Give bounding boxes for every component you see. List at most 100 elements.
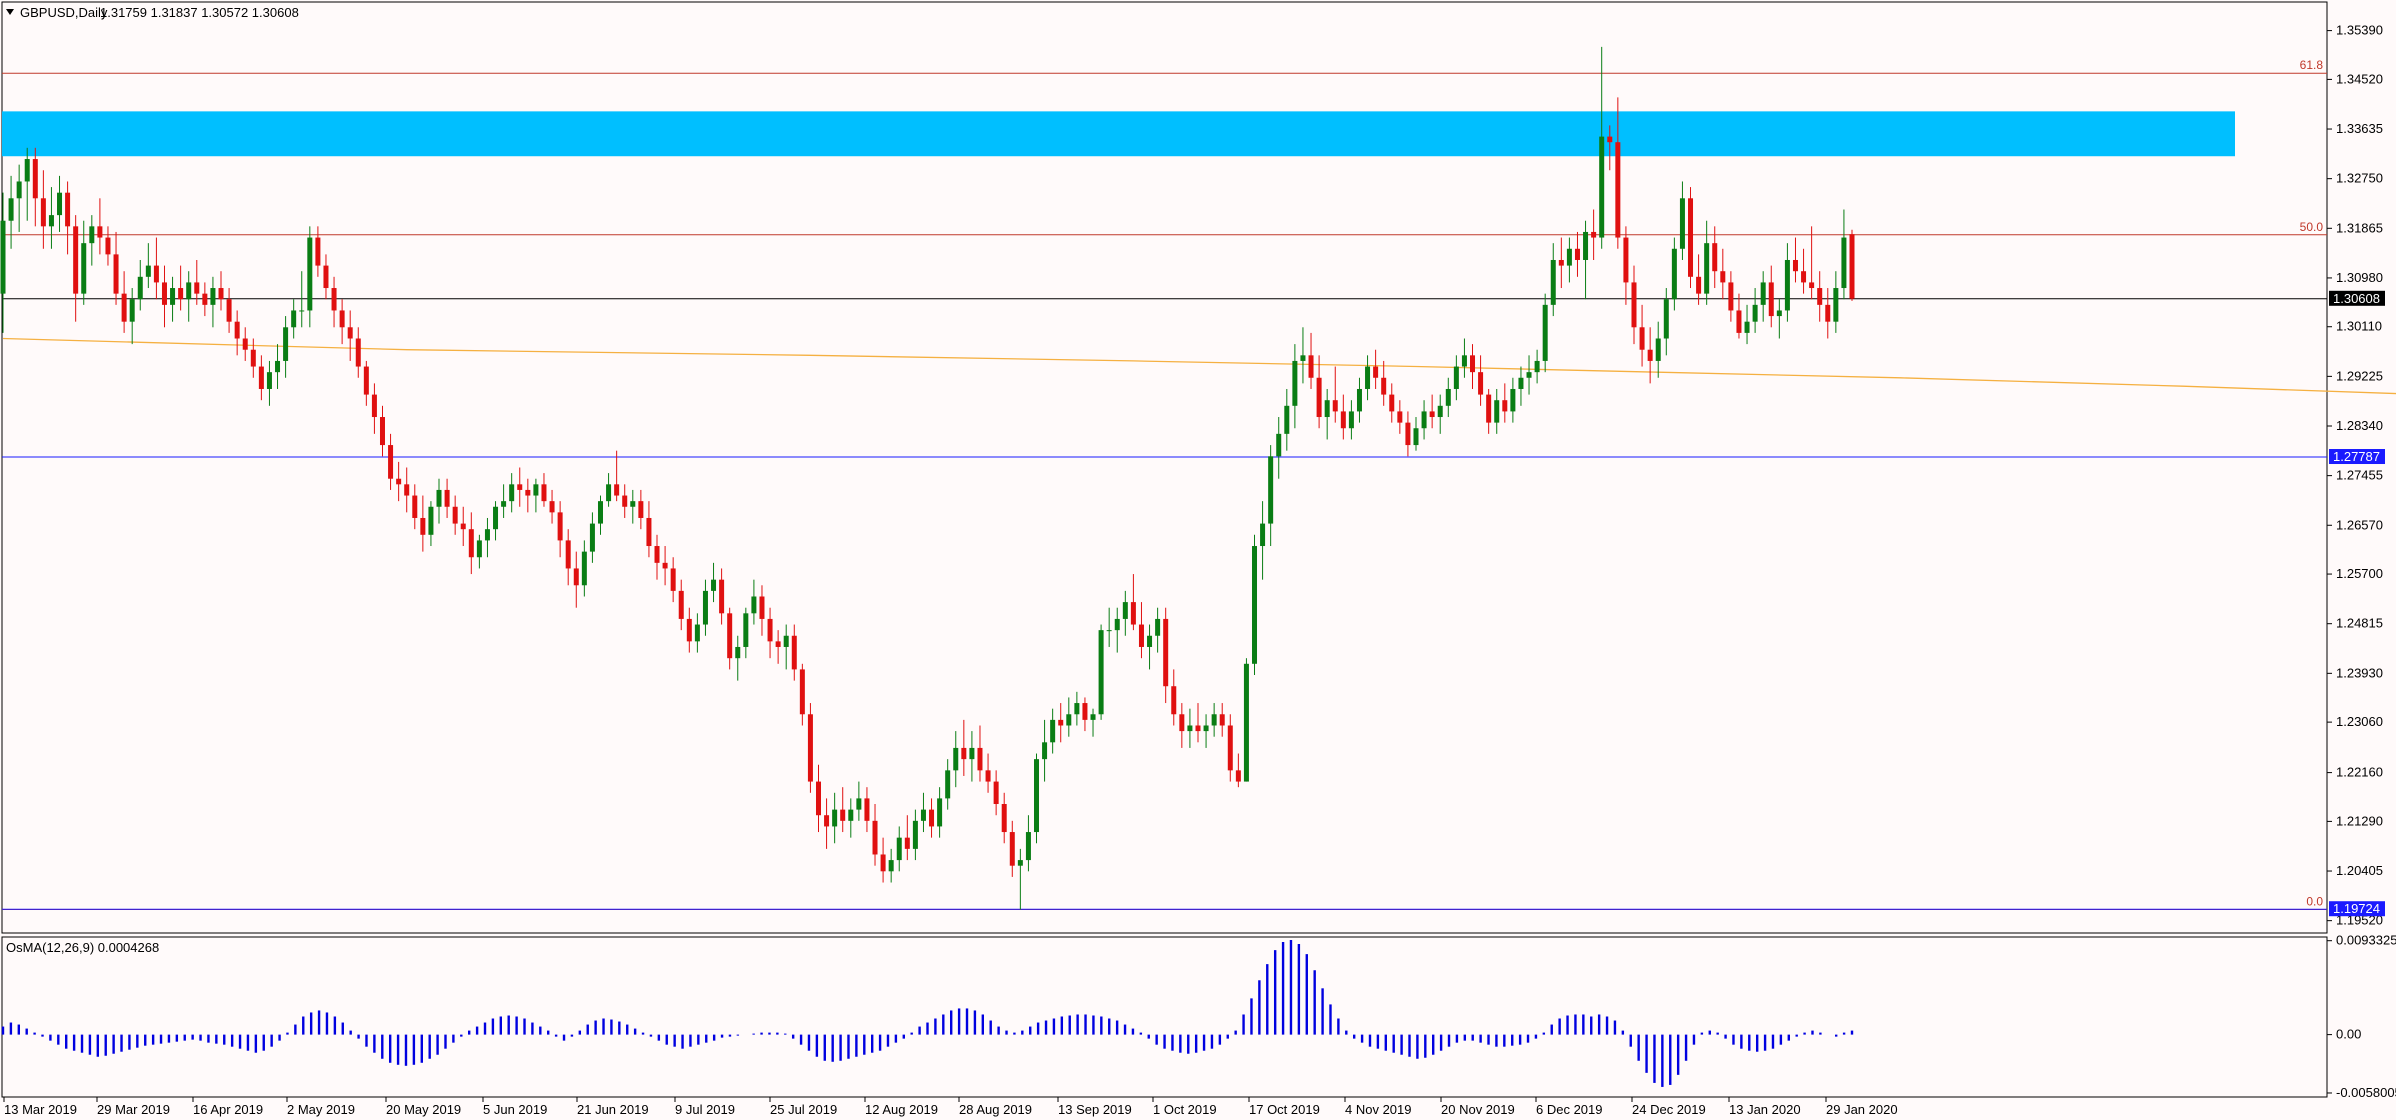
candle xyxy=(1195,703,1201,743)
candle xyxy=(1155,607,1161,653)
candle xyxy=(1574,231,1580,277)
candle xyxy=(606,473,612,507)
date-tick: 9 Jul 2019 xyxy=(675,1102,735,1117)
price-tick: 1.27455 xyxy=(2336,468,2383,483)
candle xyxy=(1558,237,1564,289)
candle xyxy=(1526,355,1532,395)
candle xyxy=(97,198,103,255)
candle xyxy=(589,512,595,563)
candle xyxy=(1413,417,1419,451)
candle xyxy=(1316,355,1322,429)
candle xyxy=(977,725,983,782)
price-tick: 1.25700 xyxy=(2336,566,2383,581)
candle xyxy=(1671,237,1677,311)
date-tick: 1 Oct 2019 xyxy=(1153,1102,1217,1117)
dropdown-triangle-icon[interactable] xyxy=(6,9,14,15)
price-tick: 1.30110 xyxy=(2336,319,2382,334)
candle xyxy=(1381,360,1387,406)
candle xyxy=(759,585,765,636)
candle xyxy=(1397,400,1403,434)
candle xyxy=(65,181,71,255)
candle xyxy=(767,607,773,659)
candle xyxy=(807,703,813,793)
candle xyxy=(1445,377,1451,418)
candle xyxy=(81,220,87,305)
candle xyxy=(186,271,192,322)
candle xyxy=(824,798,830,849)
candle xyxy=(945,759,951,810)
candle xyxy=(961,719,967,776)
candle xyxy=(1623,226,1629,305)
candle xyxy=(848,798,854,838)
candle xyxy=(1615,97,1621,249)
candle xyxy=(1518,366,1524,406)
candle xyxy=(226,288,232,333)
candle xyxy=(993,770,999,816)
price-tags: 1.30608 1.27787 1.19724 xyxy=(2329,290,2385,917)
osma-label: OsMA(12,26,9) 0.0004268 xyxy=(6,940,159,955)
candle xyxy=(258,355,264,401)
price-tag-label: 1.27787 xyxy=(2333,449,2380,464)
price-panel: 61.8 50.0 0.0 1.35390 1.34520 1.33635 1.32750… xyxy=(0,1,2396,934)
date-tick: 28 Aug 2019 xyxy=(959,1102,1032,1117)
candle xyxy=(1147,624,1153,670)
supply-zone-rect xyxy=(2,111,2235,157)
candle xyxy=(1744,304,1750,345)
candle xyxy=(743,607,749,659)
candle xyxy=(145,243,151,289)
candle xyxy=(1300,327,1306,384)
candle xyxy=(436,478,442,524)
candle xyxy=(1607,125,1613,171)
candle xyxy=(24,147,30,221)
candle xyxy=(1009,820,1015,877)
date-tick: 17 Oct 2019 xyxy=(1249,1102,1320,1117)
candle xyxy=(202,282,208,317)
candle xyxy=(242,327,248,361)
supply-zone xyxy=(2,111,2235,157)
candle xyxy=(1405,411,1411,457)
candle xyxy=(1025,815,1031,872)
candle xyxy=(137,259,143,311)
candle xyxy=(840,787,846,833)
candle xyxy=(1655,321,1661,378)
price-tick: 1.29225 xyxy=(2336,368,2383,383)
candle xyxy=(40,170,46,249)
price-tag xyxy=(2329,901,2385,917)
candle xyxy=(1001,792,1007,844)
candle xyxy=(1389,383,1395,423)
candle xyxy=(557,501,563,558)
candle xyxy=(161,265,167,328)
candle xyxy=(1768,265,1774,328)
candle xyxy=(1696,254,1702,305)
candle xyxy=(1550,243,1556,317)
candle xyxy=(1163,607,1169,704)
price-tick: 1.30980 xyxy=(2336,270,2383,285)
price-tick: 1.31865 xyxy=(2336,220,2383,235)
candle xyxy=(1631,265,1637,345)
candle xyxy=(1688,187,1694,289)
candle xyxy=(541,473,547,507)
date-tick: 2 May 2019 xyxy=(287,1102,355,1117)
candle xyxy=(170,276,176,322)
date-tick: 5 Jun 2019 xyxy=(483,1102,547,1117)
candle xyxy=(452,495,458,535)
price-axis: 1.35390 1.34520 1.33635 1.32750 1.31865 1.309… xyxy=(2327,23,2383,928)
candle xyxy=(1639,304,1645,367)
candle xyxy=(476,534,482,569)
candle xyxy=(1825,288,1831,339)
candle xyxy=(1235,753,1241,788)
candle xyxy=(509,473,515,513)
candles xyxy=(0,46,1855,910)
candle xyxy=(484,517,490,558)
candle xyxy=(1276,417,1282,479)
candle xyxy=(460,506,466,547)
candle xyxy=(1227,714,1233,782)
candle xyxy=(1106,607,1112,647)
candle xyxy=(1017,848,1023,910)
price-tick: 1.20405 xyxy=(2336,863,2383,878)
candle xyxy=(1308,332,1314,389)
candle xyxy=(1704,220,1710,305)
candle xyxy=(1502,383,1508,423)
date-tick: 12 Aug 2019 xyxy=(865,1102,938,1117)
candle xyxy=(686,607,692,653)
